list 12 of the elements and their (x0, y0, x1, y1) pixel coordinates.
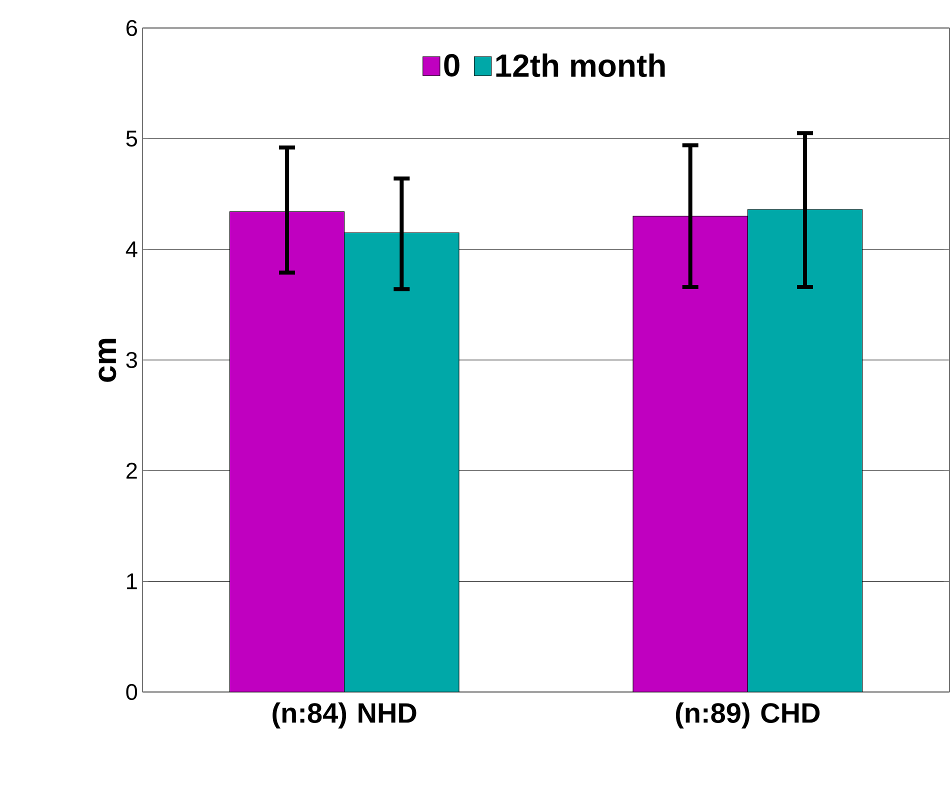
legend-label: 0 (444, 54, 460, 77)
x-tick-label: (n:84) NHD (272, 702, 416, 729)
y-tick-label: 6 (126, 20, 137, 36)
y-axis-title: cm (98, 339, 116, 382)
y-tick-label: 1 (127, 574, 137, 590)
y-tick-label: 4 (126, 242, 138, 258)
y-tick-label: 5 (126, 130, 138, 147)
y-tick-label: 0 (126, 684, 138, 700)
legend-label: 12th month (496, 54, 665, 78)
y-tick-label: 2 (126, 462, 137, 479)
x-tick-label: (n:89) CHD (676, 702, 820, 729)
y-tick-label: 3 (126, 352, 137, 368)
